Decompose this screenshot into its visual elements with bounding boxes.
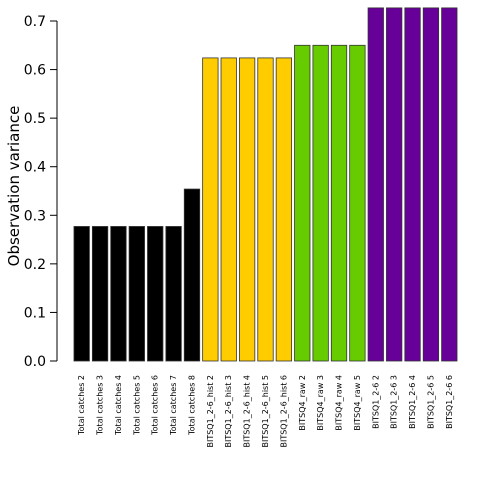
y-axis-label: Observation variance — [5, 106, 23, 267]
bar-1 — [73, 226, 90, 362]
bar-17 — [367, 7, 384, 362]
x-tick-label-11: BITSQ1_2-6_hist 5 — [261, 375, 270, 448]
x-tick-label-12: BITSQ1_2-6_hist 6 — [279, 375, 288, 448]
x-tick-label-5: Total catches 6 — [151, 375, 160, 436]
x-tick-label-6: Total catches 7 — [169, 375, 178, 436]
bar-4 — [128, 226, 145, 362]
x-tick-label-14: BITSQ4_raw 3 — [316, 375, 325, 431]
x-tick-label-17: BITSQ1_2-6 2 — [371, 375, 380, 429]
bar-6 — [165, 226, 182, 362]
bar-9 — [220, 57, 237, 362]
bar-19 — [404, 7, 421, 362]
y-tick-label-0: 0.0 — [24, 354, 46, 370]
y-axis: 0.0 0.1 0.2 0.3 0.4 0.5 0.6 0.7 — [24, 14, 58, 370]
y-tick-label-3: 0.3 — [24, 208, 46, 224]
x-tick-labels: Total catches 2 Total catches 3 Total catc… — [77, 375, 454, 448]
y-tick-label-7: 0.7 — [24, 14, 46, 30]
bar-14 — [312, 44, 329, 362]
y-tick-label-1: 0.1 — [24, 305, 46, 321]
x-tick-label-9: BITSQ1_2-6_hist 3 — [224, 375, 233, 448]
y-tick-label-6: 0.6 — [24, 63, 46, 79]
bar-10 — [238, 57, 256, 362]
x-tick-label-2: Total catches 3 — [96, 375, 105, 436]
x-tick-label-18: BITSQ1_2-6 3 — [390, 375, 399, 429]
x-tick-label-1: Total catches 2 — [77, 375, 86, 436]
x-tick-label-8: BITSQ1_2-6_hist 2 — [206, 375, 215, 448]
bars-group — [73, 7, 458, 362]
bar-3 — [110, 226, 127, 362]
bar-13 — [294, 44, 311, 362]
y-tick-label-5: 0.5 — [24, 111, 46, 127]
x-tick-label-3: Total catches 4 — [114, 375, 123, 436]
x-tick-label-7: Total catches 8 — [187, 375, 196, 436]
bar-21 — [441, 7, 458, 362]
bar-15 — [330, 44, 348, 362]
bar-12 — [275, 57, 293, 362]
x-tick-label-21: BITSQ1_2-6 6 — [445, 375, 454, 429]
x-tick-label-20: BITSQ1_2-6 5 — [426, 375, 435, 429]
x-tick-label-4: Total catches 5 — [132, 375, 141, 436]
bar-16 — [349, 44, 366, 362]
bar-2 — [91, 226, 109, 362]
x-tick-label-19: BITSQ1_2-6 4 — [408, 375, 417, 429]
bar-20 — [422, 7, 440, 362]
x-tick-label-16: BITSQ4_raw 5 — [353, 375, 362, 431]
x-tick-label-10: BITSQ1_2-6_hist 4 — [243, 375, 252, 448]
bar-8 — [202, 57, 219, 362]
bar-11 — [257, 57, 274, 362]
bar-7 — [183, 188, 201, 362]
x-tick-label-13: BITSQ4_raw 2 — [298, 375, 307, 431]
bar-18 — [386, 7, 403, 362]
x-tick-label-15: BITSQ4_raw 4 — [335, 375, 344, 431]
y-tick-label-2: 0.2 — [24, 257, 46, 273]
bar-5 — [147, 226, 164, 362]
y-tick-label-4: 0.4 — [24, 160, 46, 176]
